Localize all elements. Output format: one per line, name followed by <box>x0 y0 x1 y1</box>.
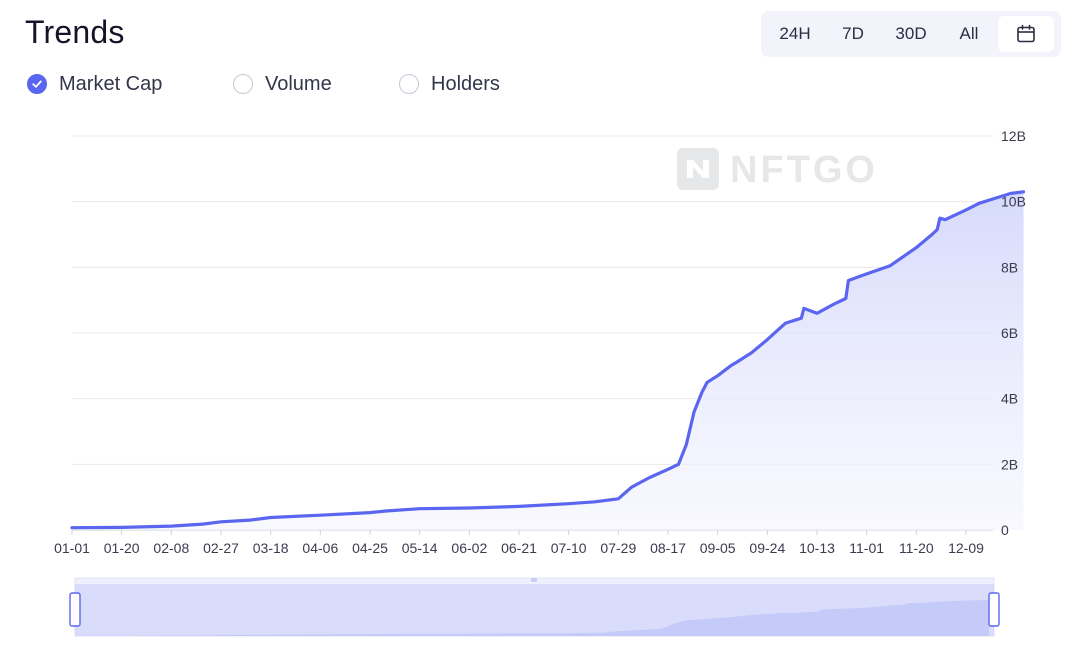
x-tick-label: 06-02 <box>451 540 487 556</box>
x-tick-label: 04-25 <box>352 540 388 556</box>
x-tick-label: 06-21 <box>501 540 537 556</box>
x-tick-label: 02-27 <box>203 540 239 556</box>
range-navigator[interactable] <box>69 577 1000 637</box>
x-tick-label: 01-20 <box>104 540 140 556</box>
market-cap-area <box>72 191 1024 531</box>
market-cap-line <box>70 190 1026 530</box>
navigator-right-handle[interactable] <box>988 592 1000 627</box>
x-tick-label: 01-01 <box>54 540 90 556</box>
navigator-drag-bar <box>531 578 537 582</box>
y-tick-label: 10B <box>1001 194 1026 210</box>
time-range-selector: 24H 7D 30D All <box>761 11 1061 57</box>
y-tick-label: 2B <box>1001 456 1018 472</box>
x-tick-label: 12-09 <box>948 540 984 556</box>
range-7d-button[interactable]: 7D <box>842 24 864 43</box>
y-tick-label: 8B <box>1001 259 1018 275</box>
radio-icon <box>399 74 419 94</box>
check-icon <box>27 74 47 94</box>
y-tick-label: 12B <box>1001 128 1026 144</box>
metric-label: Holders <box>431 72 500 95</box>
x-tick-label: 10-13 <box>799 540 835 556</box>
watermark-text: NFTGO <box>730 149 878 191</box>
x-tick-label: 02-08 <box>153 540 189 556</box>
navigator-left-handle[interactable] <box>69 592 81 627</box>
x-tick-label: 11-01 <box>849 540 884 556</box>
x-tick-label: 07-29 <box>600 540 636 556</box>
x-tick-label: 03-18 <box>253 540 289 556</box>
y-tick-label: 6B <box>1001 325 1018 341</box>
nftgo-watermark: NFTGO <box>677 148 878 191</box>
x-tick-label: 11-20 <box>899 540 934 556</box>
metric-holders[interactable]: Holders <box>399 72 500 96</box>
x-tick-label: 09-24 <box>749 540 785 556</box>
range-all-button[interactable]: All <box>959 24 979 43</box>
page-title: Trends <box>25 14 125 50</box>
x-tick-label: 08-17 <box>650 540 686 556</box>
x-tick-label: 04-06 <box>302 540 338 556</box>
x-tick-label: 07-10 <box>551 540 587 556</box>
metric-volume[interactable]: Volume <box>233 72 332 96</box>
range-24h-button[interactable]: 24H <box>779 24 811 43</box>
range-30d-button[interactable]: 30D <box>895 24 927 43</box>
navigator-area <box>80 600 989 636</box>
x-tick-label: 05-14 <box>402 540 438 556</box>
radio-icon <box>233 74 253 94</box>
y-tick-label: 0 <box>1001 522 1009 538</box>
metric-label: Volume <box>265 72 332 95</box>
x-tick-label: 09-05 <box>700 540 736 556</box>
y-tick-label: 4B <box>1001 391 1018 407</box>
metric-market-cap[interactable]: Market Cap <box>27 72 162 96</box>
calendar-button[interactable] <box>998 16 1054 52</box>
calendar-icon <box>1017 24 1035 43</box>
metric-label: Market Cap <box>59 72 163 95</box>
